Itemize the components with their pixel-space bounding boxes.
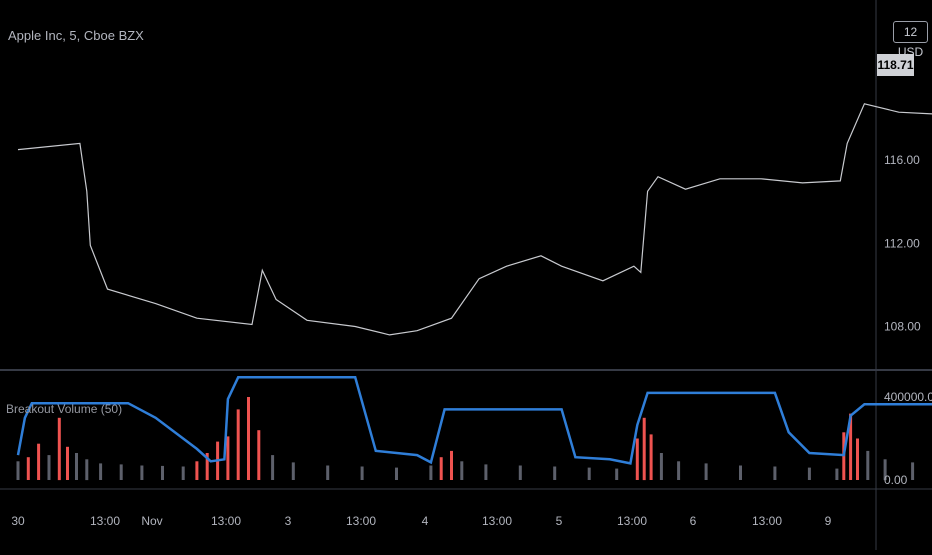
volume-bar [360, 466, 364, 480]
breakout-volume-bar [635, 438, 639, 480]
breakout-threshold-line [16, 376, 932, 465]
volume-bar [773, 466, 777, 480]
volume-tick-label: 400000.00 [884, 390, 932, 404]
time-tick-label: 13:00 [211, 514, 241, 528]
breakout-volume-bar [236, 409, 240, 480]
time-tick-label: Nov [141, 514, 162, 528]
volume-tick-label: 0.00 [884, 473, 908, 487]
volume-bar [460, 461, 464, 480]
last-price-badge: 118.71 [877, 54, 914, 76]
volume-bar [553, 466, 557, 480]
volume-bar [615, 468, 619, 480]
volume-bar [119, 464, 123, 480]
volume-bar [47, 455, 51, 480]
volume-bar [326, 465, 330, 480]
volume-bar [395, 467, 398, 480]
volume-bar [140, 465, 144, 480]
volume-bar [484, 464, 488, 480]
time-tick-label: 3 [285, 514, 292, 528]
volume-bar [429, 465, 433, 480]
time-tick-label: 13:00 [482, 514, 512, 528]
volume-bar [659, 453, 663, 480]
volume-bar [271, 455, 275, 480]
price-tick-label: 108.00 [884, 320, 921, 334]
breakout-volume-bar [66, 446, 69, 480]
time-tick-label: 5 [556, 514, 563, 528]
volume-bar [75, 453, 78, 480]
price-tick-label: 116.00 [884, 153, 920, 167]
time-tick-label: 6 [690, 514, 697, 528]
volume-bar [677, 461, 681, 480]
time-tick-label: 13:00 [617, 514, 647, 528]
volume-bar [911, 462, 915, 480]
volume-bar [866, 450, 870, 480]
time-tick-label: 13:00 [752, 514, 782, 528]
volume-bar [99, 463, 103, 480]
volume-bar [291, 462, 295, 480]
volume-bar [704, 463, 708, 480]
breakout-volume-bar [195, 461, 199, 480]
volume-bar [807, 467, 811, 480]
breakout-volume-bar [57, 417, 61, 481]
time-tick-label: 13:00 [346, 514, 376, 528]
breakout-volume-bar [649, 434, 653, 480]
volume-bar [16, 461, 20, 480]
volume-bar [883, 459, 887, 481]
volume-bar [587, 467, 591, 480]
volume-bar [518, 465, 522, 480]
breakout-volume-bar [205, 453, 209, 480]
volume-bar [161, 465, 164, 480]
breakout-volume-bar [37, 443, 41, 480]
time-tick-label: 30 [11, 514, 25, 528]
currency-badge[interactable]: 12 USD [893, 21, 928, 59]
breakout-volume-bar [849, 413, 853, 480]
breakout-volume-bar [856, 438, 859, 480]
time-tick-label: 4 [422, 514, 429, 528]
volume-bar [739, 465, 742, 480]
indicator-label[interactable]: Breakout Volume (50) [6, 402, 123, 416]
breakout-volume-bar [257, 430, 261, 480]
symbol-label[interactable]: Apple Inc, 5, Cboe BZX [8, 28, 144, 43]
breakout-volume-bar [226, 436, 230, 480]
volume-bar [85, 459, 89, 481]
breakout-volume-bar [642, 417, 646, 481]
breakout-volume-bar [26, 457, 30, 480]
volume-bar [835, 468, 839, 480]
price-tick-label: 112.00 [884, 236, 920, 250]
time-tick-label: 9 [825, 514, 832, 528]
breakout-volume-bar [450, 450, 453, 480]
breakout-volume-bar [247, 397, 250, 480]
breakout-volume-bar [439, 457, 443, 480]
price-series-line [17, 103, 932, 336]
volume-bar [181, 466, 185, 480]
time-tick-label: 13:00 [90, 514, 120, 528]
